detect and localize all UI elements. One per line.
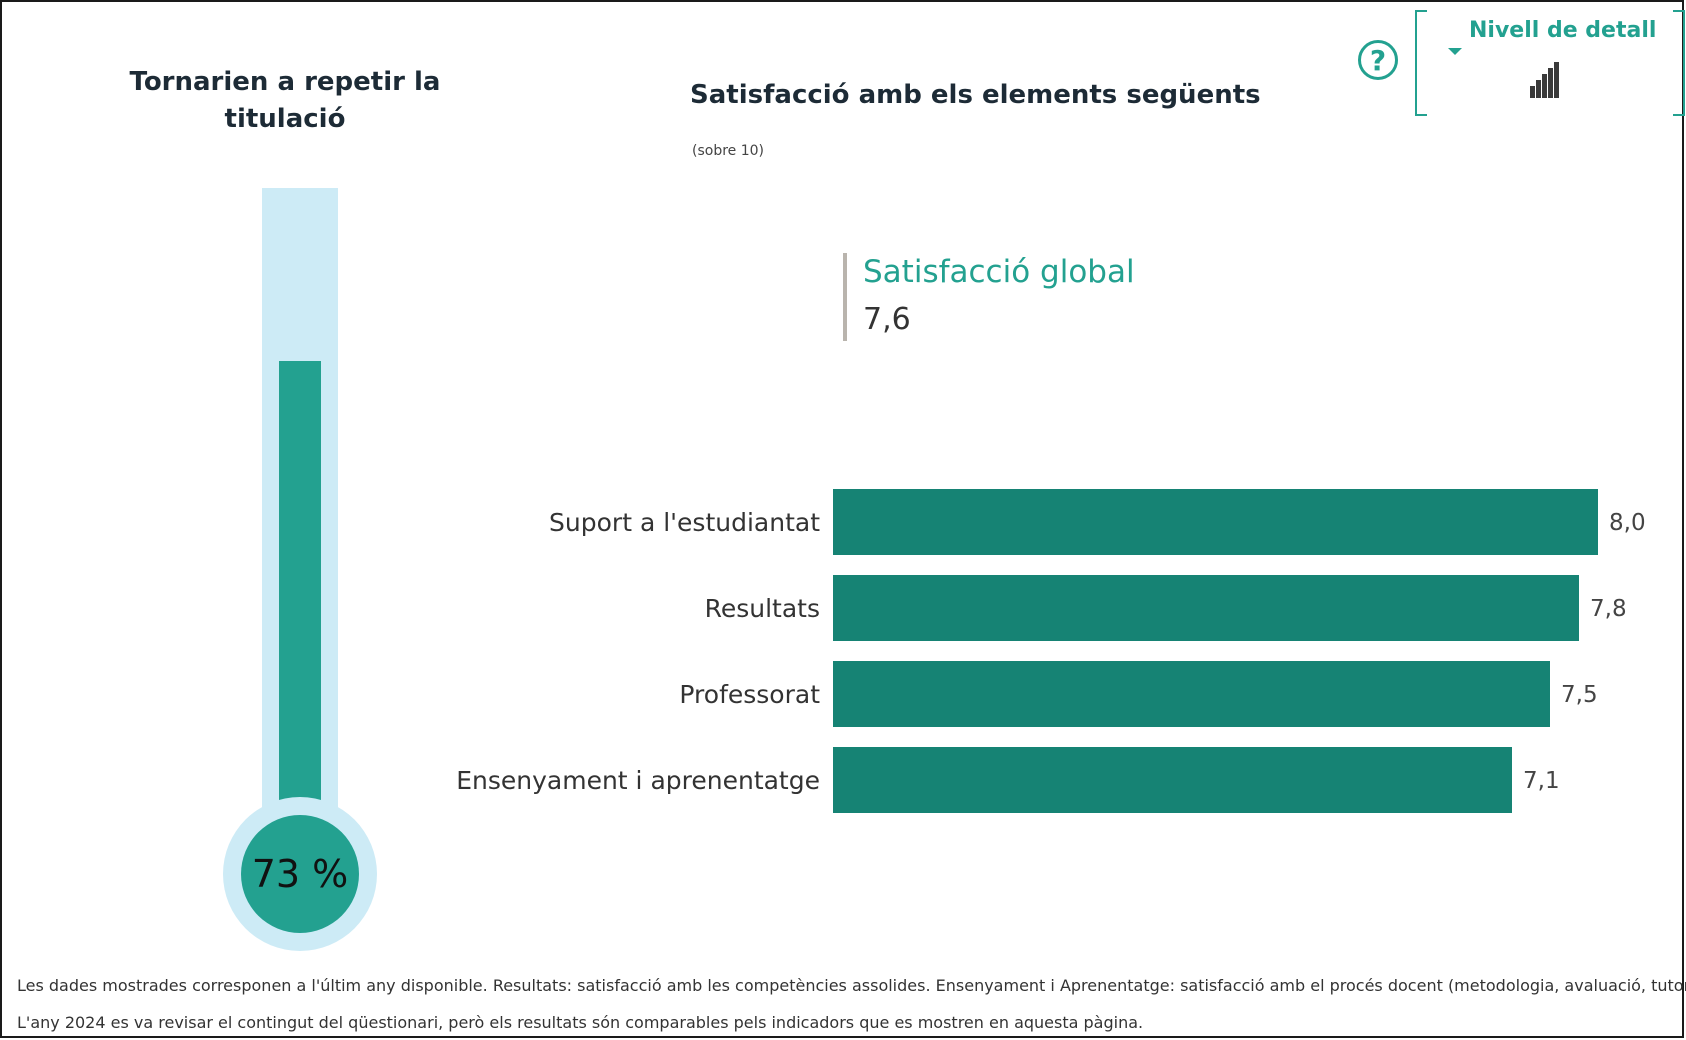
data-label: 8,0 <box>1609 510 1646 536</box>
category-label: Suport a l'estudiantat <box>549 508 820 537</box>
bar-chart-icon[interactable] <box>1530 62 1562 98</box>
kpi-value: 7,6 <box>863 302 911 337</box>
detail-level-control[interactable]: Nivell de detall <box>1415 10 1685 116</box>
category-label: Resultats <box>705 594 820 623</box>
thermometer-title: Tornarien a repetir la titulació <box>129 67 441 134</box>
kpi-accent-bar <box>843 253 847 341</box>
footnote-1: Les dades mostrades corresponen a l'últi… <box>17 976 1686 995</box>
detail-bracket-left <box>1415 10 1427 116</box>
bar[interactable] <box>833 575 1579 641</box>
help-icon: ? <box>1369 43 1387 77</box>
data-label: 7,1 <box>1523 768 1560 794</box>
thermometer-bulb: 73 % <box>241 815 359 933</box>
category-label: Professorat <box>679 680 820 709</box>
kpi-label: Satisfacció global <box>863 254 1135 290</box>
category-label: Ensenyament i aprenentatge <box>456 766 820 795</box>
thermometer-fill <box>279 361 321 828</box>
thermometer-value: 73 % <box>251 852 349 896</box>
detail-label: Nivell de detall <box>1469 18 1657 43</box>
bar[interactable] <box>833 661 1550 727</box>
help-button[interactable]: ? <box>1358 40 1398 80</box>
detail-bracket-right <box>1673 10 1685 116</box>
chart-title: Satisfacció amb els elements següents <box>690 80 1261 110</box>
chevron-down-icon[interactable] <box>1448 48 1462 55</box>
chart-subtitle: (sobre 10) <box>692 143 764 159</box>
footnote-2: L'any 2024 es va revisar el contingut de… <box>17 1013 1144 1032</box>
bar[interactable] <box>833 489 1598 555</box>
data-label: 7,8 <box>1590 596 1627 622</box>
data-label: 7,5 <box>1561 682 1598 708</box>
bar[interactable] <box>833 747 1512 813</box>
